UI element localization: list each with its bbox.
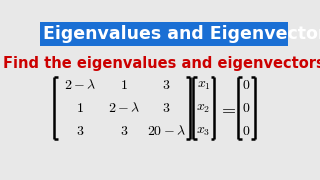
Text: $3$: $3$ [162,78,171,92]
Text: $3$: $3$ [76,124,84,138]
Text: $x_2$: $x_2$ [196,101,211,115]
Text: $0$: $0$ [242,78,250,92]
Text: $20-\lambda$: $20-\lambda$ [147,124,186,138]
Text: $1$: $1$ [120,78,128,92]
Text: $2-\lambda$: $2-\lambda$ [108,101,140,115]
Text: $0$: $0$ [242,101,250,115]
Text: $1$: $1$ [76,101,84,115]
Text: $=$: $=$ [218,99,236,117]
Bar [40,22,288,46]
Text: $x_3$: $x_3$ [196,124,211,138]
Text: $0$: $0$ [242,124,250,138]
Text: $3$: $3$ [119,124,128,138]
Text: $x_1$: $x_1$ [196,78,211,92]
Text: $3$: $3$ [162,101,171,115]
Text: Eigenvalues and Eigenvectors [3x3]: Eigenvalues and Eigenvectors [3x3] [43,25,320,43]
Text: Find the eigenvalues and eigenvectors: Find the eigenvalues and eigenvectors [3,56,320,71]
Text: $2-\lambda$: $2-\lambda$ [64,78,96,92]
